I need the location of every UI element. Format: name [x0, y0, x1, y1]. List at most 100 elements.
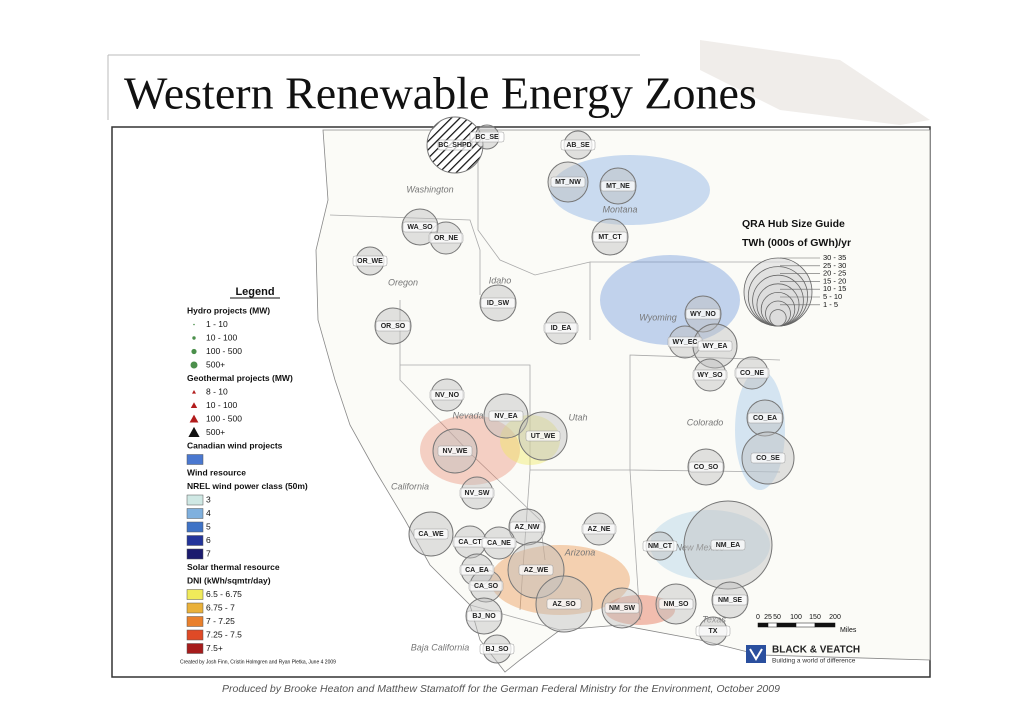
hub-label: BC_SE: [475, 134, 499, 141]
region-label: Utah: [568, 412, 587, 422]
hub-label: WY_EA: [703, 343, 728, 350]
size-guide-label: 15 - 20: [823, 276, 846, 285]
legend-item: 8 - 10: [206, 386, 228, 396]
hub-label-box: [375, 320, 411, 332]
size-guide-label: 25 - 30: [823, 261, 846, 270]
legend-swatch: [186, 548, 204, 560]
legend-symbol: [189, 414, 199, 423]
logo: BLACK & VEATCH Building a world of diffe…: [746, 645, 860, 665]
hub-label-box: [437, 139, 473, 151]
footer: Produced by Brooke Heaton and Matthew St…: [222, 683, 780, 695]
credit: Created by Josh Finn, Cristin Holmgren a…: [180, 659, 336, 665]
scale-segment: [776, 622, 797, 628]
legend-heading: NREL wind power class (50m): [187, 481, 308, 491]
hub-label: NM_SW: [609, 605, 635, 612]
hub-label-box: [685, 308, 721, 320]
legend-symbol: [188, 426, 200, 437]
logo-name: BLACK & VEATCH: [772, 645, 860, 656]
hub-label-box: [543, 322, 579, 334]
hub-label-box: [466, 610, 502, 622]
hub-label: AZ_NW: [515, 524, 540, 531]
decor-shape: [700, 40, 930, 125]
hub-label: MT_CT: [598, 234, 622, 241]
legend-swatch: [186, 602, 204, 614]
legend-item: 6: [206, 535, 211, 545]
hub-label-box: [402, 221, 438, 233]
hub-label: CA_NE: [487, 540, 511, 547]
region-label: Idaho: [489, 275, 512, 285]
legend-swatch: [186, 616, 204, 627]
legend-swatch: [186, 535, 204, 546]
hub-label-box: [642, 540, 678, 552]
hub-label: CO_SE: [756, 455, 780, 462]
hub-label: NM_CT: [648, 543, 673, 550]
hub-label-box: [480, 297, 516, 309]
scale-label: 200: [829, 614, 841, 621]
legend-item: 100 - 500: [206, 346, 242, 356]
legend-heading: Canadian wind projects: [187, 440, 283, 450]
hub-label: CA_SO: [474, 583, 499, 590]
hub-label: CO_EA: [753, 415, 777, 422]
hub-label: WA_SO: [407, 224, 433, 231]
hub-label: AZ_WE: [524, 567, 549, 574]
legend-heading: Solar thermal resource: [187, 562, 280, 572]
hub-label: ID_EA: [551, 325, 572, 332]
logo-tagline: Building a world of difference: [772, 658, 856, 665]
region-label: Nevada: [452, 410, 483, 420]
hub-label-box: [352, 255, 388, 267]
legend-item: 6.5 - 6.75: [206, 589, 242, 599]
size-guide-label: 30 - 35: [823, 253, 846, 262]
hub-label: NM_SO: [664, 601, 689, 608]
legend-item: 5: [206, 521, 211, 531]
legend-item: 4: [206, 508, 211, 518]
hub-label-box: [695, 625, 731, 637]
hub-label: NV_SW: [465, 490, 490, 497]
legend-swatch: [186, 521, 204, 533]
legend-item: 10 - 100: [206, 332, 237, 342]
hub-label: BJ_SO: [486, 646, 510, 653]
hub-label-box: [600, 180, 636, 192]
legend-item: 500+: [206, 359, 225, 369]
scale-segment: [795, 622, 816, 628]
hub-label: CO_SO: [694, 464, 719, 471]
hub-label: UT_WE: [531, 433, 556, 440]
hub-label-box: [429, 389, 465, 401]
hub-label-box: [747, 412, 783, 424]
legend-heading: Hydro projects (MW): [187, 305, 270, 315]
hub-label-box: [546, 598, 582, 610]
region-label: Arizona: [564, 547, 596, 557]
region-label: Washington: [406, 184, 453, 194]
legend-symbol: [190, 402, 198, 409]
legend-symbol: [193, 323, 195, 326]
region-label: Montana: [602, 204, 637, 214]
hub-label: OR_WE: [357, 258, 383, 265]
size-guide-subtitle: TWh (000s of GWh)/yr: [742, 237, 851, 249]
size-guide-title: QRA Hub Size Guide: [742, 218, 845, 230]
hub-label-box: [525, 430, 561, 442]
scale-unit: Miles: [840, 627, 857, 634]
hub-label-box: [459, 564, 495, 576]
region-label: Wyoming: [639, 312, 677, 322]
region-label: California: [391, 481, 429, 491]
region-label: Baja California: [411, 642, 470, 652]
legend-item: 7: [206, 548, 211, 558]
legend-item: 10 - 100: [206, 400, 237, 410]
hub-label: OR_NE: [434, 235, 458, 242]
hub-label-box: [688, 461, 724, 473]
region-label: Colorado: [687, 417, 724, 427]
resource-areas: [420, 155, 785, 625]
hub-label: ID_SW: [487, 300, 510, 307]
hub-label-box: [413, 528, 449, 540]
hub-label-box: [479, 643, 515, 655]
hub-label: AZ_SO: [552, 601, 576, 608]
legend-item: 100 - 500: [206, 413, 242, 423]
hub-label-box: [481, 537, 517, 549]
hub-label: OR_SO: [381, 323, 406, 330]
legend-symbol: [190, 361, 198, 369]
hub-label: AZ_NE: [588, 526, 611, 533]
hub-label: NV_WE: [443, 448, 468, 455]
size-guide-label: 1 - 5: [823, 300, 838, 309]
scale-label: 50: [773, 614, 781, 621]
hub-label: MT_NW: [555, 179, 581, 186]
